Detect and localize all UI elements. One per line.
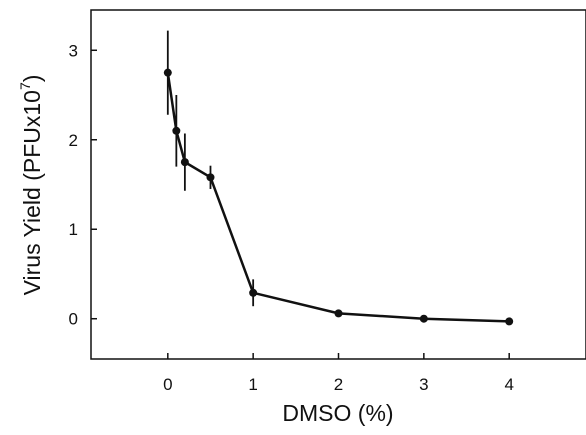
data-point	[163, 68, 172, 77]
y-axis-title-close: )	[19, 75, 45, 83]
x-axis-ticks: 0 1 2 3 4	[163, 353, 514, 394]
y-tick-label: 1	[69, 220, 78, 239]
data-point	[249, 288, 258, 297]
data-point	[206, 173, 215, 182]
data-point	[505, 317, 514, 326]
y-axis-title-exponent: 7	[17, 82, 33, 90]
x-axis-title: DMSO (%)	[282, 400, 393, 426]
y-axis-ticks: 0 1 2 3	[69, 41, 97, 329]
y-tick-label: 0	[69, 310, 78, 329]
x-tick-label: 4	[504, 375, 513, 394]
y-axis-title: Virus Yield (PFUx107)	[17, 75, 45, 296]
y-axis-title-main: Virus Yield (PFUx10	[19, 90, 45, 295]
data-point	[172, 126, 181, 135]
y-tick-label: 2	[69, 131, 78, 150]
x-tick-label: 2	[334, 375, 343, 394]
x-tick-label: 0	[163, 375, 172, 394]
y-tick-label: 3	[69, 41, 78, 60]
data-points	[163, 68, 514, 326]
data-point	[419, 314, 428, 323]
error-bars	[166, 30, 255, 307]
plot-frame	[90, 9, 586, 360]
x-tick-label: 1	[248, 375, 257, 394]
data-point	[180, 158, 189, 167]
x-tick-label: 3	[419, 375, 428, 394]
series-line	[166, 72, 510, 323]
data-point	[334, 309, 343, 318]
